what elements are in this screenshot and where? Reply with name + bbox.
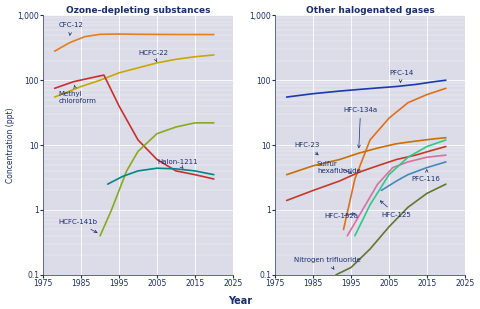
Text: Methyl
chloroform: Methyl chloroform xyxy=(59,85,96,104)
Text: HFC-152a: HFC-152a xyxy=(324,213,359,219)
Title: Ozone-depleting substances: Ozone-depleting substances xyxy=(66,6,210,15)
Text: PFC-14: PFC-14 xyxy=(389,70,413,83)
Text: Nitrogen trifluoride: Nitrogen trifluoride xyxy=(294,257,361,269)
Title: Other halogenated gases: Other halogenated gases xyxy=(306,6,434,15)
Text: HFC-134a: HFC-134a xyxy=(344,107,378,148)
Text: Halon-1211: Halon-1211 xyxy=(157,159,198,168)
Text: PFC-116: PFC-116 xyxy=(412,170,441,182)
Y-axis label: Concentration (ppt): Concentration (ppt) xyxy=(6,107,14,183)
Text: CFC-12: CFC-12 xyxy=(59,22,84,35)
Text: Year: Year xyxy=(228,296,252,306)
Text: HCFC-22: HCFC-22 xyxy=(138,50,168,62)
Text: Sulfur
hexafluoride: Sulfur hexafluoride xyxy=(317,161,361,174)
Text: HCFC-141b: HCFC-141b xyxy=(59,219,97,233)
Text: HFC-23: HFC-23 xyxy=(294,142,320,155)
Text: HFC-125: HFC-125 xyxy=(380,201,411,218)
